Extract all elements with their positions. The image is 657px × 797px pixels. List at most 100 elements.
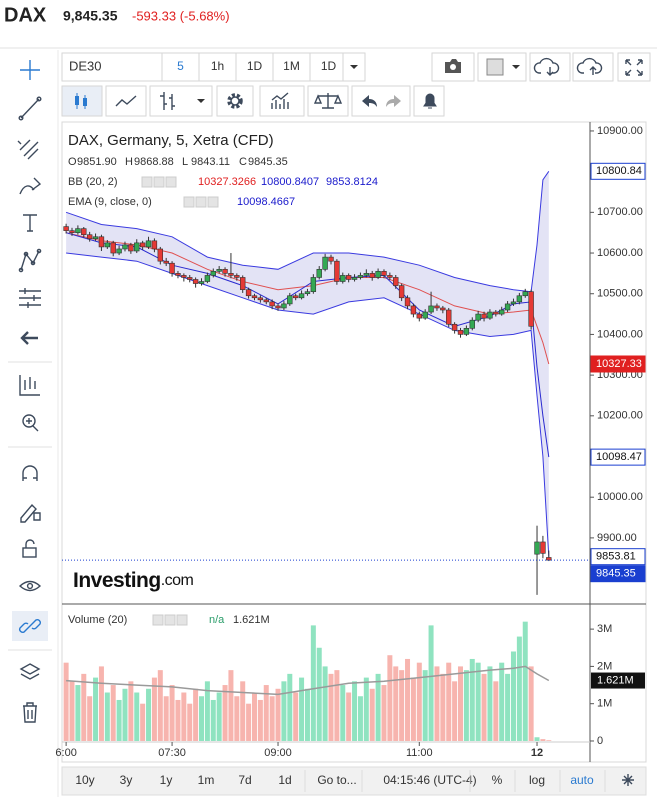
volume-bar <box>104 692 110 741</box>
volume-bar <box>228 670 234 741</box>
candle-body <box>151 240 158 250</box>
range-button[interactable]: 3y <box>120 773 133 787</box>
volume-status: n/a <box>209 614 225 626</box>
trash-tool[interactable] <box>23 702 37 723</box>
volume-bar <box>463 670 469 741</box>
layers-tool[interactable] <box>19 663 41 680</box>
volume-bar <box>75 685 81 741</box>
interval-label: 1D <box>321 59 337 73</box>
range-button[interactable]: 1d <box>278 773 291 787</box>
volume-bar <box>222 685 228 741</box>
y2-tick-label: 3M <box>597 623 612 635</box>
brush-tool[interactable] <box>19 177 42 195</box>
close-icon[interactable] <box>176 614 188 626</box>
range-button[interactable]: 1y <box>160 773 173 787</box>
candle-body <box>345 275 352 280</box>
close-icon[interactable] <box>207 196 219 208</box>
magnet-tool[interactable] <box>22 465 38 481</box>
settings-button[interactable] <box>216 85 254 117</box>
gear-icon-ring <box>230 96 240 106</box>
eye-icon[interactable] <box>141 176 153 188</box>
symbol-input-text: DE30 <box>69 58 102 73</box>
candle-body <box>63 226 69 231</box>
bb-value: 10800.8407 <box>261 176 319 188</box>
candle-body <box>175 273 181 276</box>
volume-bar <box>481 673 487 741</box>
scale-option[interactable]: % <box>492 773 503 787</box>
scale-option[interactable]: log <box>529 773 545 787</box>
close-icon[interactable] <box>165 176 177 188</box>
alert-button[interactable] <box>413 85 445 117</box>
ohlc-value: 9868.88 <box>134 156 174 168</box>
cloud-upload-icon <box>576 57 603 75</box>
volume-bar <box>263 685 269 741</box>
chart-frame <box>61 121 647 763</box>
candle-body <box>98 236 105 248</box>
goto-button[interactable]: Go to... <box>317 773 356 787</box>
compare-button[interactable] <box>307 85 349 117</box>
link-tool[interactable] <box>19 619 41 633</box>
ema-value: 10098.4667 <box>237 196 295 208</box>
eye-icon[interactable] <box>183 196 195 208</box>
fib-tool[interactable] <box>17 139 39 160</box>
candle-body <box>216 269 222 272</box>
range-button[interactable]: 7d <box>238 773 251 787</box>
fullscreen-button[interactable] <box>617 52 651 82</box>
undo-redo[interactable] <box>351 85 411 117</box>
candle-body <box>128 244 134 252</box>
lock-drawing-tool[interactable] <box>20 503 41 523</box>
candles-tool[interactable] <box>19 375 40 396</box>
scale-option[interactable]: auto <box>570 773 594 787</box>
volume-bar <box>210 699 216 741</box>
hide-tools[interactable] <box>20 331 38 345</box>
candle-body <box>493 311 499 315</box>
candle-body <box>228 273 234 276</box>
range-button[interactable]: 1m <box>198 773 215 787</box>
watermark-domain: .com <box>161 572 194 589</box>
candle-body <box>357 275 364 278</box>
volume-bar <box>110 685 116 741</box>
gear-icon[interactable] <box>153 176 165 188</box>
candle-body <box>169 262 175 274</box>
line-style-button[interactable] <box>105 85 147 117</box>
eye-icon[interactable] <box>152 614 164 626</box>
bar-icon <box>160 92 175 110</box>
trendline-tool[interactable] <box>18 96 42 121</box>
volume-bar <box>322 666 328 741</box>
interval-button[interactable] <box>198 52 237 82</box>
gear-icon[interactable] <box>195 196 207 208</box>
text-tool[interactable] <box>23 214 37 232</box>
candle-body <box>81 228 87 236</box>
symbol-input[interactable] <box>61 52 163 82</box>
clock: 04:15:46 (UTC-4) <box>383 773 476 787</box>
volume-bar <box>375 673 381 741</box>
volume-bar <box>175 699 181 741</box>
interval-button[interactable] <box>309 52 348 82</box>
volume-bar <box>299 677 305 741</box>
crosshair-tool[interactable] <box>20 60 40 80</box>
visibility-tool[interactable] <box>18 580 42 592</box>
indicators-button[interactable] <box>259 85 305 117</box>
candle-body <box>375 271 381 278</box>
y-tick-label: 10000.00 <box>597 491 643 503</box>
range-button[interactable]: 10y <box>75 773 94 787</box>
candle-body <box>304 291 311 295</box>
candle-body <box>298 293 305 299</box>
settings-icon[interactable] <box>622 774 634 786</box>
price-badge-label: 10098.47 <box>596 451 642 463</box>
interval-button[interactable] <box>272 52 311 82</box>
volume-bar <box>287 673 293 741</box>
candle-style-button[interactable] <box>61 85 103 117</box>
measure-tool[interactable] <box>19 288 41 308</box>
pattern-tool[interactable] <box>18 248 42 273</box>
volume-bar <box>246 703 252 741</box>
lock-tool[interactable] <box>22 539 37 558</box>
gear-icon[interactable] <box>164 614 176 626</box>
price-badge <box>590 162 646 180</box>
zoom-tool[interactable] <box>22 414 39 432</box>
volume-bar <box>363 677 369 741</box>
line-icon <box>115 95 137 107</box>
volume-bar <box>487 666 493 741</box>
candle-body <box>163 260 169 264</box>
